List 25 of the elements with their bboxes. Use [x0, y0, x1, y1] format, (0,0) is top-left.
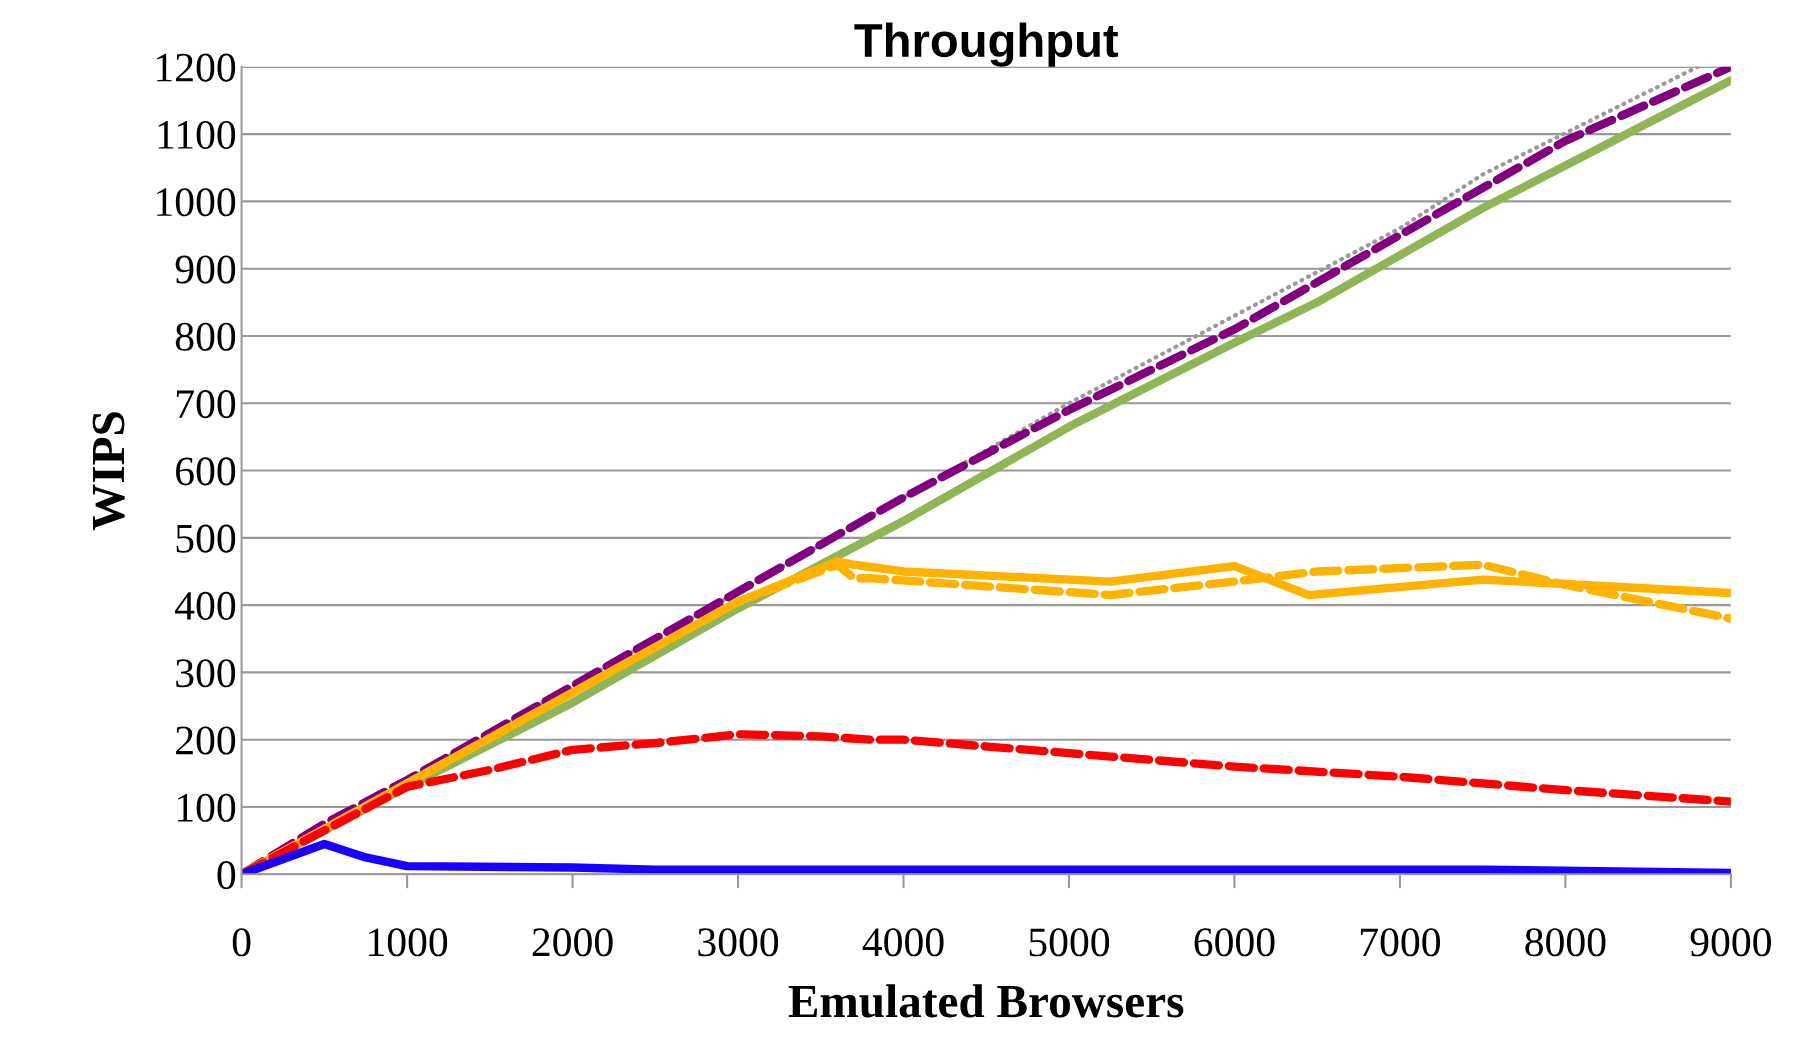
x-tick-label: 9000	[1690, 928, 1771, 957]
x-tick-label: 1000	[369, 928, 448, 957]
x-tick-label: 4000	[862, 928, 944, 957]
y-tick-label: 400	[175, 591, 236, 620]
x-tick-label: 8000	[1525, 928, 1606, 957]
y-tick-label: 1100	[158, 120, 236, 149]
x-axis-title: Emulated Browsers	[788, 984, 1184, 1018]
y-tick-label: 700	[176, 390, 236, 419]
x-tick-label: 2000	[532, 928, 613, 957]
y-tick-label: 1200	[157, 53, 236, 82]
x-tick-label: 5000	[1029, 928, 1110, 957]
y-tick-label: 300	[176, 659, 236, 688]
chart-title: Throughput	[854, 22, 1119, 67]
y-tick-label: 200	[176, 726, 236, 755]
y-tick-label: 600	[176, 457, 236, 486]
y-tick-label: 100	[177, 793, 236, 822]
y-axis-title: WIPS	[92, 412, 125, 531]
y-tick-label: 0	[217, 861, 236, 890]
x-tick-label: 7000	[1361, 928, 1441, 957]
y-tick-label: 900	[175, 255, 236, 284]
x-tick-label: 6000	[1194, 928, 1275, 957]
x-tick-label: 3000	[698, 928, 779, 957]
y-tick-label: 1000	[157, 188, 236, 217]
y-tick-label: 800	[175, 322, 236, 351]
y-tick-label: 500	[176, 524, 236, 553]
